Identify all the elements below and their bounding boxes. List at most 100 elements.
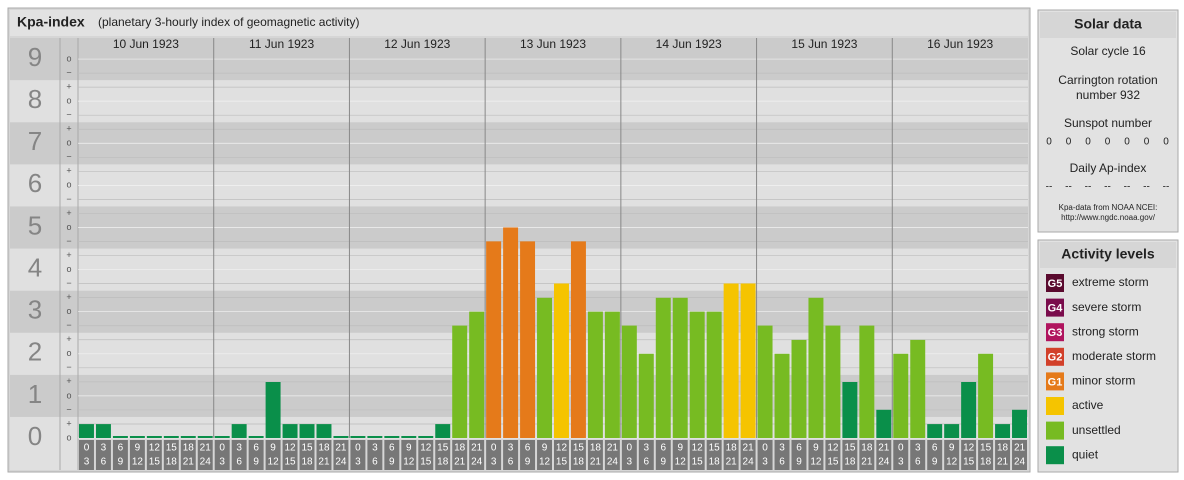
minor-tick-label: + bbox=[66, 166, 71, 176]
level-badge: G1 bbox=[1048, 376, 1063, 388]
bar bbox=[587, 311, 603, 438]
hour-end: 9 bbox=[932, 457, 938, 468]
bar bbox=[723, 283, 739, 438]
x-day-label: 13 Jun 1923 bbox=[520, 37, 586, 51]
hour-start: 9 bbox=[949, 443, 955, 454]
minor-tick-label: o bbox=[66, 390, 71, 400]
ap-value: -- bbox=[1104, 182, 1111, 193]
hour-start: 0 bbox=[898, 443, 904, 454]
hour-end: 15 bbox=[149, 457, 161, 468]
bar bbox=[333, 436, 349, 438]
bar bbox=[944, 424, 960, 438]
label-col-bottom bbox=[10, 438, 78, 470]
hour-start: 9 bbox=[813, 443, 819, 454]
bar bbox=[1012, 409, 1027, 438]
hour-start: 3 bbox=[779, 443, 785, 454]
hour-box bbox=[486, 440, 502, 470]
hour-box bbox=[79, 440, 94, 470]
bar bbox=[112, 436, 128, 438]
hour-end: 6 bbox=[644, 457, 650, 468]
sunspot-value: 0 bbox=[1046, 137, 1052, 148]
bar bbox=[655, 297, 671, 438]
bar bbox=[452, 325, 468, 438]
hour-box bbox=[401, 440, 417, 470]
hour-start: 9 bbox=[270, 443, 276, 454]
hour-end: 9 bbox=[660, 457, 666, 468]
hour-start: 9 bbox=[677, 443, 683, 454]
hour-end: 9 bbox=[796, 457, 802, 468]
bar bbox=[265, 382, 281, 438]
hour-start: 21 bbox=[471, 443, 483, 454]
bar bbox=[706, 311, 722, 438]
level-swatch bbox=[1046, 274, 1064, 292]
title-bar bbox=[10, 10, 1028, 36]
hour-end: 24 bbox=[471, 457, 483, 468]
hour-start: 21 bbox=[335, 443, 347, 454]
hour-end: 3 bbox=[219, 457, 225, 468]
sunspot-title: Sunspot number bbox=[1064, 116, 1152, 130]
minor-tick-label: o bbox=[66, 432, 71, 442]
level-badge: G3 bbox=[1048, 327, 1063, 339]
hour-end: 3 bbox=[762, 457, 768, 468]
bar bbox=[927, 424, 943, 438]
hour-end: 12 bbox=[810, 457, 822, 468]
minor-tick-label: + bbox=[66, 250, 71, 260]
ap-value: -- bbox=[1143, 182, 1150, 193]
x-day-label: 15 Jun 1923 bbox=[791, 37, 857, 51]
hour-box bbox=[367, 440, 383, 470]
hour-end: 9 bbox=[389, 457, 395, 468]
minor-tick-label: + bbox=[66, 376, 71, 386]
y-tick-label: 2 bbox=[28, 337, 42, 367]
hour-end: 18 bbox=[844, 457, 856, 468]
hour-end: 3 bbox=[84, 457, 90, 468]
bar bbox=[808, 297, 824, 438]
y-tick-label: 5 bbox=[28, 210, 42, 240]
hour-end: 6 bbox=[372, 457, 378, 468]
bar bbox=[163, 436, 179, 438]
bar bbox=[367, 436, 383, 438]
hour-box bbox=[774, 440, 790, 470]
sunspot-value: 0 bbox=[1124, 137, 1130, 148]
hour-box bbox=[621, 440, 637, 470]
subtitle: (planetary 3-hourly index of geomagnetic… bbox=[98, 15, 359, 29]
minor-tick-label: + bbox=[66, 208, 71, 218]
hour-end: 6 bbox=[236, 457, 242, 468]
bar bbox=[876, 409, 892, 438]
hour-start: 9 bbox=[406, 443, 412, 454]
minor-tick-label: o bbox=[66, 222, 71, 232]
hour-end: 24 bbox=[878, 457, 890, 468]
hour-end: 21 bbox=[454, 457, 466, 468]
bar bbox=[774, 353, 790, 438]
hour-box bbox=[112, 440, 128, 470]
level-label: strong storm bbox=[1072, 324, 1139, 338]
hour-start: 18 bbox=[454, 443, 466, 454]
hour-end: 15 bbox=[556, 457, 568, 468]
hour-box bbox=[842, 440, 858, 470]
bar bbox=[214, 436, 230, 438]
minor-tick-label: o bbox=[66, 96, 71, 106]
hour-start: 15 bbox=[301, 443, 313, 454]
hour-box bbox=[248, 440, 264, 470]
minor-tick-label: o bbox=[66, 264, 71, 274]
hour-box bbox=[944, 440, 960, 470]
source: http://www.ngdc.noaa.gov/ bbox=[1061, 213, 1156, 222]
solar-panel bbox=[1037, 9, 1179, 233]
hour-start: 6 bbox=[660, 443, 666, 454]
levels-title: Activity levels bbox=[1061, 246, 1155, 262]
x-day-label: 16 Jun 1923 bbox=[927, 37, 993, 51]
hour-box bbox=[537, 440, 552, 470]
hour-box bbox=[672, 440, 688, 470]
hour-start: 21 bbox=[607, 443, 619, 454]
hour-start: 18 bbox=[183, 443, 195, 454]
hour-box bbox=[503, 440, 519, 470]
hour-box bbox=[757, 440, 773, 470]
solar-title-bar bbox=[1040, 12, 1176, 38]
bar bbox=[757, 325, 773, 438]
bar bbox=[570, 241, 586, 438]
level-badge: G2 bbox=[1048, 352, 1063, 364]
hour-end: 6 bbox=[915, 457, 921, 468]
hour-start: 3 bbox=[236, 443, 242, 454]
hour-box bbox=[418, 440, 434, 470]
level-swatch bbox=[1046, 323, 1064, 342]
solar-cycle: Solar cycle 16 bbox=[1070, 44, 1146, 58]
